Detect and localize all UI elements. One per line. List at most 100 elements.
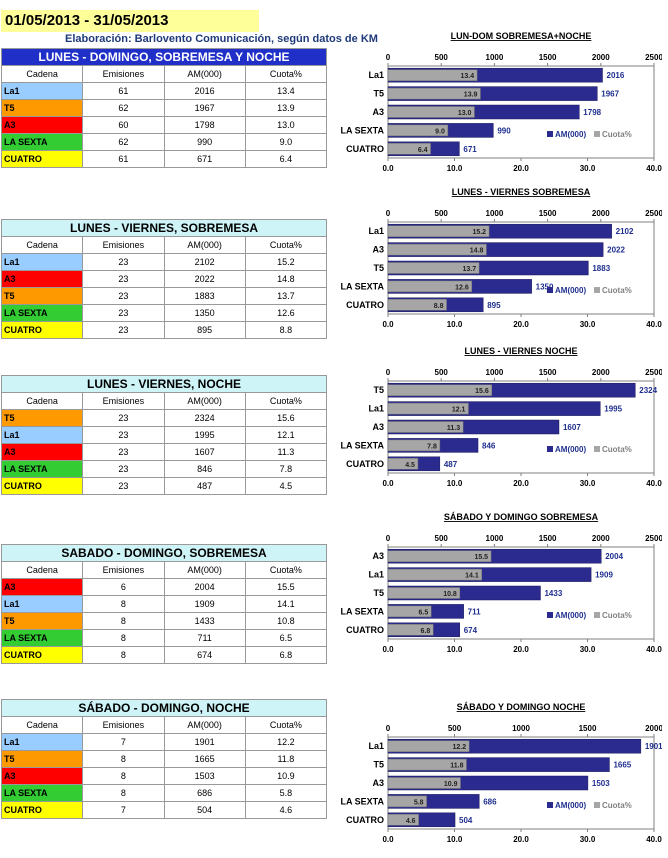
cuota-data-label: 11.3 xyxy=(447,425,460,432)
am-cell: 1909 xyxy=(163,595,246,613)
column-header: Cadena xyxy=(0,392,84,410)
am-data-label: 1995 xyxy=(604,405,622,414)
top-axis-tick-label: 0 xyxy=(386,53,391,62)
cuota-bar xyxy=(387,262,480,274)
top-axis-tick-label: 1000 xyxy=(512,724,530,733)
channel-cell: T5 xyxy=(0,750,84,768)
table-row: La1 7 1901 12.2 xyxy=(0,733,328,751)
emisiones-cell: 8 xyxy=(82,612,165,630)
am-cell: 1607 xyxy=(163,443,246,461)
cuota-data-label: 8.8 xyxy=(434,303,444,310)
cuota-cell: 5.8 xyxy=(244,784,328,802)
top-axis-tick-label: 2000 xyxy=(592,534,610,543)
cuota-bar xyxy=(387,299,447,311)
emisiones-cell: 62 xyxy=(82,133,165,151)
am-data-label: 504 xyxy=(459,816,473,825)
channel-cell: A3 xyxy=(0,578,84,596)
cuota-bar xyxy=(387,402,469,415)
cuota-data-label: 15.5 xyxy=(474,554,488,561)
cuota-bar xyxy=(387,439,441,452)
top-axis-tick-label: 2500 xyxy=(645,209,662,218)
am-data-label: 711 xyxy=(468,607,481,616)
table-row: CUATRO 23 895 8.8 xyxy=(0,321,328,339)
bottom-axis-tick-label: 10.0 xyxy=(447,320,463,329)
cuota-data-label: 12.6 xyxy=(455,284,469,291)
am-cell: 1883 xyxy=(163,287,246,305)
cuota-cell: 13.0 xyxy=(244,116,328,134)
legend-label-cuota: Cuota% xyxy=(602,286,632,295)
cuota-data-label: 13.4 xyxy=(460,73,474,80)
emisiones-cell: 8 xyxy=(82,784,165,802)
channel-cell: LA SEXTA xyxy=(0,460,84,478)
channel-cell: La1 xyxy=(0,82,84,100)
cuota-data-label: 12.1 xyxy=(452,407,466,414)
bottom-axis-tick-label: 20.0 xyxy=(513,835,529,844)
am-cell: 1967 xyxy=(163,99,246,117)
cuota-bar xyxy=(387,87,481,100)
cuota-bar xyxy=(387,421,464,433)
cuota-data-label: 14.1 xyxy=(465,573,479,580)
emisiones-cell: 23 xyxy=(82,304,165,322)
cuota-bar xyxy=(387,550,492,562)
channel-cell: La1 xyxy=(0,733,84,751)
emisiones-cell: 7 xyxy=(82,801,165,819)
category-label: T5 xyxy=(373,760,384,770)
table-row: T5 8 1433 10.8 xyxy=(0,612,328,630)
cuota-bar xyxy=(387,280,473,293)
chart-title: LUN-DOM SOBREMESA+NOCHE xyxy=(451,31,592,41)
am-cell: 2004 xyxy=(163,578,246,596)
emisiones-cell: 62 xyxy=(82,99,165,117)
cuota-data-label: 9.0 xyxy=(435,128,445,135)
cuota-data-label: 14.8 xyxy=(470,248,484,255)
am-data-label: 1798 xyxy=(583,108,601,117)
cuota-bar xyxy=(387,795,427,808)
bottom-axis-tick-label: 40.0 xyxy=(646,320,662,329)
column-header: Cuota% xyxy=(244,716,328,734)
category-label: T5 xyxy=(373,263,384,273)
cuota-bar xyxy=(387,587,461,599)
bottom-axis-tick-label: 20.0 xyxy=(513,320,529,329)
column-header: Cuota% xyxy=(244,236,328,254)
cuota-data-label: 4.6 xyxy=(406,818,416,825)
legend-label-cuota: Cuota% xyxy=(602,611,632,620)
channel-cell: CUATRO xyxy=(0,477,84,495)
top-axis-tick-label: 500 xyxy=(435,209,449,218)
cuota-data-label: 13.0 xyxy=(458,110,472,117)
table-header-row: Cadena Emisiones AM(000) Cuota% xyxy=(0,236,328,254)
channel-cell: A3 xyxy=(0,270,84,288)
cuota-bar xyxy=(387,740,470,752)
top-axis-tick-label: 1500 xyxy=(539,534,557,543)
cuota-bar xyxy=(387,777,461,789)
am-cell: 2102 xyxy=(163,253,246,271)
table-row: CUATRO 7 504 4.6 xyxy=(0,801,328,819)
channel-cell: CUATRO xyxy=(0,150,84,168)
channel-cell: A3 xyxy=(0,443,84,461)
column-header: Emisiones xyxy=(82,561,165,579)
top-axis-tick-label: 500 xyxy=(435,53,449,62)
cuota-cell: 14.1 xyxy=(244,595,328,613)
top-axis-tick-label: 2000 xyxy=(592,53,610,62)
am-cell: 2324 xyxy=(163,409,246,427)
chart-title: LUNES - VIERNES NOCHE xyxy=(464,346,577,356)
bottom-axis-tick-label: 20.0 xyxy=(513,479,529,488)
category-label: CUATRO xyxy=(346,459,384,469)
cuota-cell: 6.8 xyxy=(244,646,328,664)
cuota-bar xyxy=(387,106,475,118)
column-header: Cuota% xyxy=(244,392,328,410)
table-row: La1 23 1995 12.1 xyxy=(0,426,328,444)
table-title: LUNES - DOMINGO, SOBREMESA Y NOCHE xyxy=(1,48,327,66)
emisiones-cell: 8 xyxy=(82,595,165,613)
cuota-data-label: 7.8 xyxy=(427,443,437,450)
emisiones-cell: 6 xyxy=(82,578,165,596)
data-table-4: SABADO - DOMINGO, SOBREMESA Cadena Emision… xyxy=(0,544,328,664)
legend-label-cuota: Cuota% xyxy=(602,130,632,139)
cuota-bar xyxy=(387,605,432,618)
emisiones-cell: 23 xyxy=(82,443,165,461)
cuota-bar xyxy=(387,814,419,826)
chart-4: SÁBADO Y DOMINGO SOBREMESA 0 500 1000 1500 20… xyxy=(336,509,662,659)
table-row: T5 62 1967 13.9 xyxy=(0,99,328,117)
channel-cell: T5 xyxy=(0,99,84,117)
column-header: Cuota% xyxy=(244,65,328,83)
bottom-axis-tick-label: 10.0 xyxy=(447,645,463,654)
date-range-title: 01/05/2013 - 31/05/2013 xyxy=(1,10,259,32)
